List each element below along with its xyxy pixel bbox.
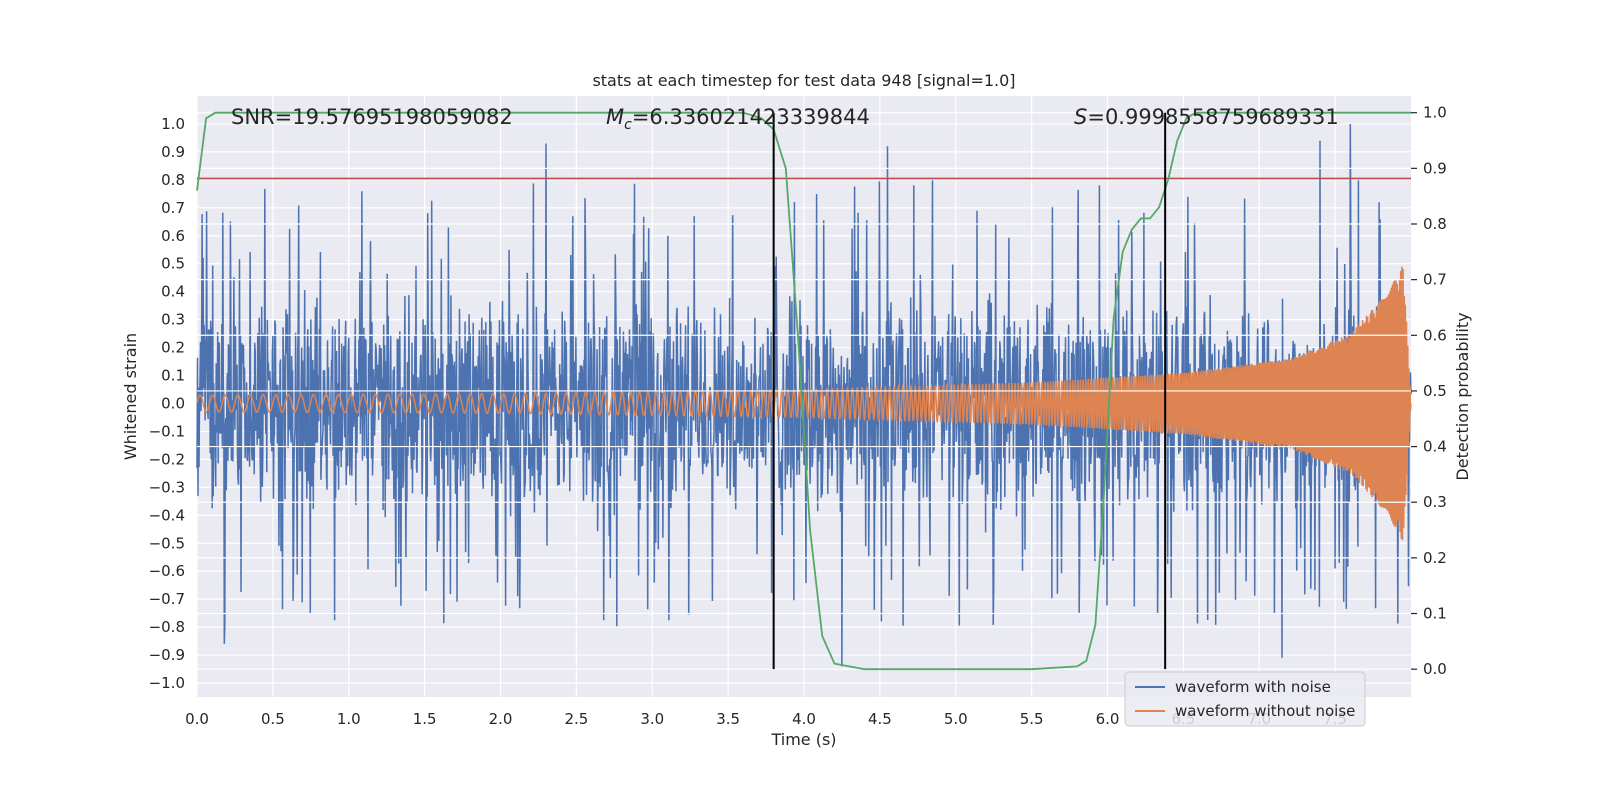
x-tick-label: 0.0 [185, 710, 209, 728]
y-tick-label-left: −0.2 [149, 450, 185, 468]
score-value: =0.9998558759689331 [1087, 105, 1338, 129]
y-tick-label-right: 0.3 [1423, 493, 1447, 511]
x-tick-label: 5.0 [944, 710, 968, 728]
x-tick-label: 2.5 [564, 710, 588, 728]
series-detection-probability [196, 111, 1411, 671]
y-tick-label-left: 0.6 [161, 227, 185, 245]
y-tick-label-left: 0.4 [161, 283, 185, 301]
x-axis-label: Time (s) [770, 730, 836, 749]
x-tick-label: 1.0 [337, 710, 361, 728]
y-tick-label-left: −1.0 [149, 674, 185, 692]
y-tick-label-left: −0.9 [149, 646, 185, 664]
y-tick-label-right: 1.0 [1423, 104, 1447, 122]
chirp-mass-value: =6.336021423339844 [632, 105, 870, 129]
legend: waveform with noise waveform without noi… [1124, 671, 1366, 727]
y-tick-label-right: 0.0 [1423, 660, 1447, 678]
y-tick-label-left: −0.3 [149, 478, 185, 496]
x-tick-label: 0.5 [261, 710, 285, 728]
y-tick-label-right: 0.7 [1423, 271, 1447, 289]
x-tick-label: 5.5 [1020, 710, 1044, 728]
y-tick-label-left: 0.8 [161, 171, 185, 189]
score-symbol: S [1074, 105, 1087, 129]
y-tick-label-right: 0.1 [1423, 605, 1447, 623]
y-tick-label-right: 0.4 [1423, 438, 1447, 456]
y-tick-label-left: 0.1 [161, 367, 185, 385]
y-tick-label-right: 0.5 [1423, 382, 1447, 400]
x-tick-label: 4.0 [792, 710, 816, 728]
y-tick-label-left: 0.3 [161, 311, 185, 329]
y-tick-label-left: 1.0 [161, 115, 185, 133]
y-axis-label-left: Whitened strain [121, 333, 140, 460]
y-tick-label-left: −0.8 [149, 618, 185, 636]
x-tick-label: 3.5 [716, 710, 740, 728]
y-tick-label-left: 0.7 [161, 199, 185, 217]
chart-title: stats at each timestep for test data 948… [592, 71, 1015, 90]
y-tick-label-left: 0.9 [161, 143, 185, 161]
y-tick-label-left: 0.5 [161, 255, 185, 273]
legend-label-clean: waveform without noise [1175, 702, 1355, 720]
y-tick-label-left: −0.1 [149, 422, 185, 440]
chirp-mass-subscript: c [624, 117, 632, 133]
y-tick-label-left: −0.6 [149, 562, 185, 580]
y-tick-label-left: 0.2 [161, 339, 185, 357]
y-tick-label-right: 0.2 [1423, 549, 1447, 567]
x-tick-label: 2.0 [489, 710, 513, 728]
y-tick-label-left: −0.4 [149, 506, 185, 524]
y-tick-label-left: −0.5 [149, 534, 185, 552]
y-tick-label-right: 0.6 [1423, 326, 1447, 344]
series-waveform-without-noise [196, 266, 1412, 541]
x-tick-label: 3.0 [640, 710, 664, 728]
chirp-mass-annotation: Mc=6.336021423339844 [606, 105, 870, 133]
y-tick-label-right: 0.9 [1423, 159, 1447, 177]
y-axis-label-right: Detection probability [1453, 312, 1472, 480]
score-annotation: S=0.9998558759689331 [1074, 105, 1339, 129]
x-tick-label: 4.5 [868, 710, 892, 728]
y-tick-label-left: 0.0 [161, 394, 185, 412]
y-tick-label-right: 0.8 [1423, 215, 1447, 233]
x-tick-label: 6.0 [1096, 710, 1120, 728]
x-tick-label: 1.5 [413, 710, 437, 728]
data-layer [196, 111, 1412, 671]
snr-annotation: SNR=19.57695198059082 [231, 105, 513, 129]
legend-label-noise: waveform with noise [1175, 678, 1331, 696]
chirp-mass-symbol: M [606, 105, 624, 129]
legend-box [1124, 671, 1366, 727]
y-tick-label-left: −0.7 [149, 590, 185, 608]
